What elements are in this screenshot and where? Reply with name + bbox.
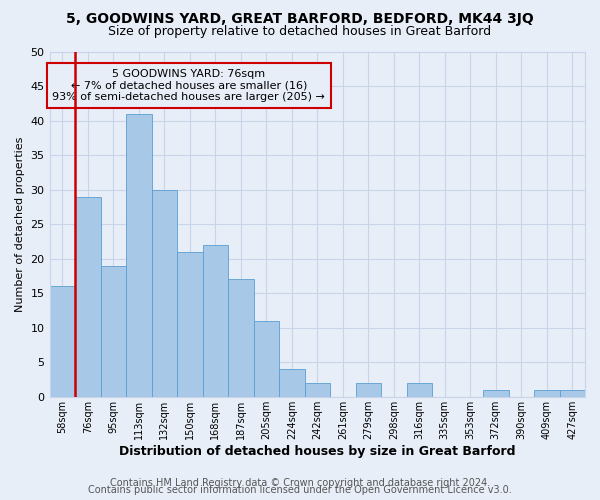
Y-axis label: Number of detached properties: Number of detached properties	[15, 136, 25, 312]
Bar	[560, 390, 585, 397]
Bar	[203, 245, 228, 397]
Bar	[50, 286, 75, 397]
Bar	[101, 266, 126, 397]
Bar	[126, 114, 152, 397]
X-axis label: Distribution of detached houses by size in Great Barford: Distribution of detached houses by size …	[119, 444, 515, 458]
Bar	[254, 321, 279, 397]
Bar	[534, 390, 560, 397]
Bar	[407, 383, 432, 397]
Text: 5, GOODWINS YARD, GREAT BARFORD, BEDFORD, MK44 3JQ: 5, GOODWINS YARD, GREAT BARFORD, BEDFORD…	[66, 12, 534, 26]
Text: Contains public sector information licensed under the Open Government Licence v3: Contains public sector information licen…	[88, 485, 512, 495]
Text: Size of property relative to detached houses in Great Barford: Size of property relative to detached ho…	[109, 25, 491, 38]
Bar	[483, 390, 509, 397]
Bar	[152, 190, 177, 397]
Bar	[75, 196, 101, 397]
Text: Contains HM Land Registry data © Crown copyright and database right 2024.: Contains HM Land Registry data © Crown c…	[110, 478, 490, 488]
Bar	[356, 383, 381, 397]
Text: 5 GOODWINS YARD: 76sqm
← 7% of detached houses are smaller (16)
93% of semi-deta: 5 GOODWINS YARD: 76sqm ← 7% of detached …	[52, 69, 325, 102]
Bar	[279, 369, 305, 397]
Bar	[228, 280, 254, 397]
Bar	[177, 252, 203, 397]
Bar	[305, 383, 330, 397]
